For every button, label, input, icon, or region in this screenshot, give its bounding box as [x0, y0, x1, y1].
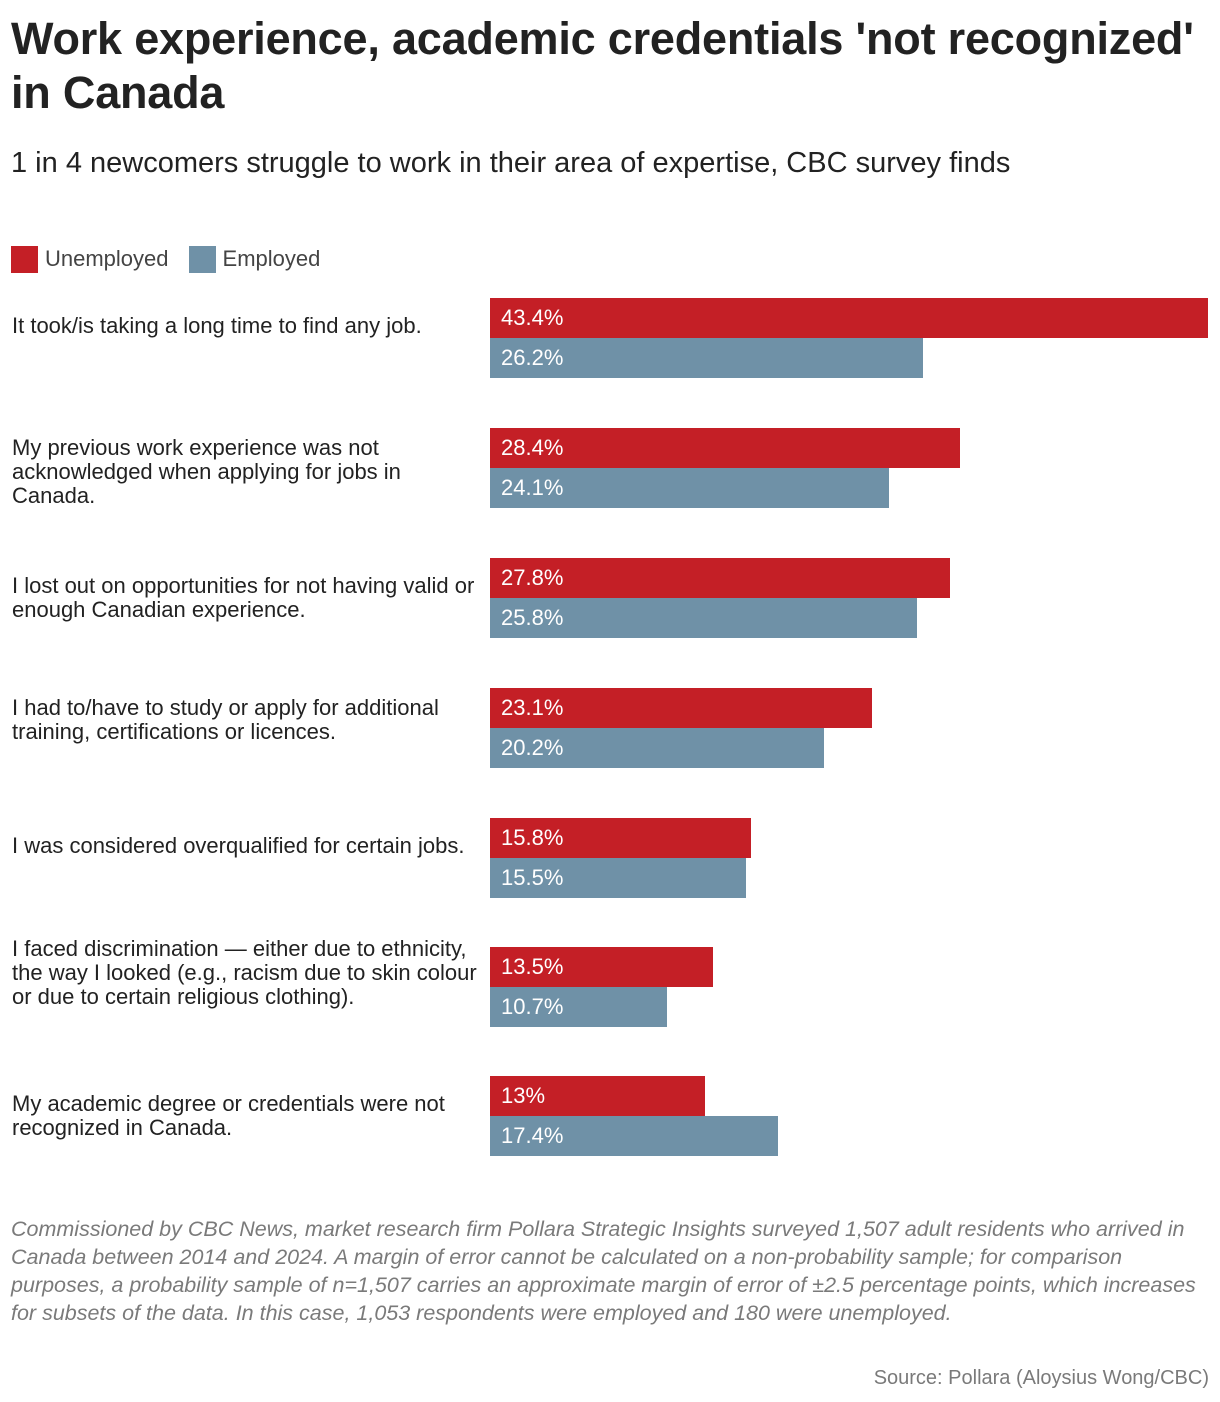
bar-employed	[490, 338, 923, 378]
bar-unemployed	[490, 688, 872, 728]
chart-title: Work experience, academic credentials 'n…	[11, 13, 1194, 118]
bar-unemployed	[490, 818, 751, 858]
source-credit: Source: Pollara (Aloysius Wong/CBC)	[873, 1367, 1209, 1389]
bar-unemployed	[490, 298, 1208, 338]
bar-unemployed	[490, 947, 713, 987]
bar-employed	[490, 468, 889, 508]
bar-employed	[490, 987, 667, 1027]
bar-employed	[490, 728, 824, 768]
category-label: I had to/have to study or apply for addi…	[12, 695, 439, 744]
bar-unemployed	[490, 428, 960, 468]
bar-unemployed	[490, 1076, 705, 1116]
bar-value-label: 23.1%	[501, 695, 564, 720]
bar-value-label: 25.8%	[501, 605, 564, 630]
bar-unemployed	[490, 558, 950, 598]
bar-value-label: 10.7%	[501, 994, 564, 1019]
legend-item-employed: Employed	[188, 245, 321, 273]
category-label: My academic degree or credentials were n…	[12, 1091, 445, 1140]
bar-value-label: 15.5%	[501, 865, 564, 890]
bar-value-label: 26.2%	[501, 345, 564, 370]
bar-employed	[490, 1116, 778, 1156]
category-label: I faced discrimination — either due to e…	[12, 936, 477, 1009]
legend-label-employed: Employed	[222, 246, 321, 271]
bar-value-label: 24.1%	[501, 475, 564, 500]
bar-value-label: 28.4%	[501, 435, 564, 460]
bar-value-label: 20.2%	[501, 735, 564, 760]
legend-swatch-unemployed	[11, 245, 38, 273]
legend-item-unemployed: Unemployed	[11, 245, 169, 273]
chart-subtitle: 1 in 4 newcomers struggle to work in the…	[11, 147, 1011, 179]
category-label: I was considered overqualified for certa…	[12, 833, 465, 858]
category-label: My previous work experience was not ackn…	[12, 435, 401, 508]
bar-value-label: 43.4%	[501, 305, 564, 330]
bar-employed	[490, 598, 917, 638]
bar-value-label: 15.8%	[501, 825, 564, 850]
bar-value-label: 17.4%	[501, 1123, 564, 1148]
category-label: It took/is taking a long time to find an…	[12, 313, 422, 338]
legend: Unemployed Employed	[11, 244, 340, 274]
legend-label-unemployed: Unemployed	[45, 246, 169, 271]
bar-value-label: 13.5%	[501, 954, 564, 979]
category-label: I lost out on opportunities for not havi…	[12, 573, 475, 622]
bar-value-label: 27.8%	[501, 565, 564, 590]
bar-value-label: 13%	[501, 1083, 546, 1108]
methodology-note: Commissioned by CBC News, market researc…	[11, 1217, 1196, 1325]
legend-swatch-employed	[188, 245, 216, 273]
bar-employed	[490, 858, 746, 898]
